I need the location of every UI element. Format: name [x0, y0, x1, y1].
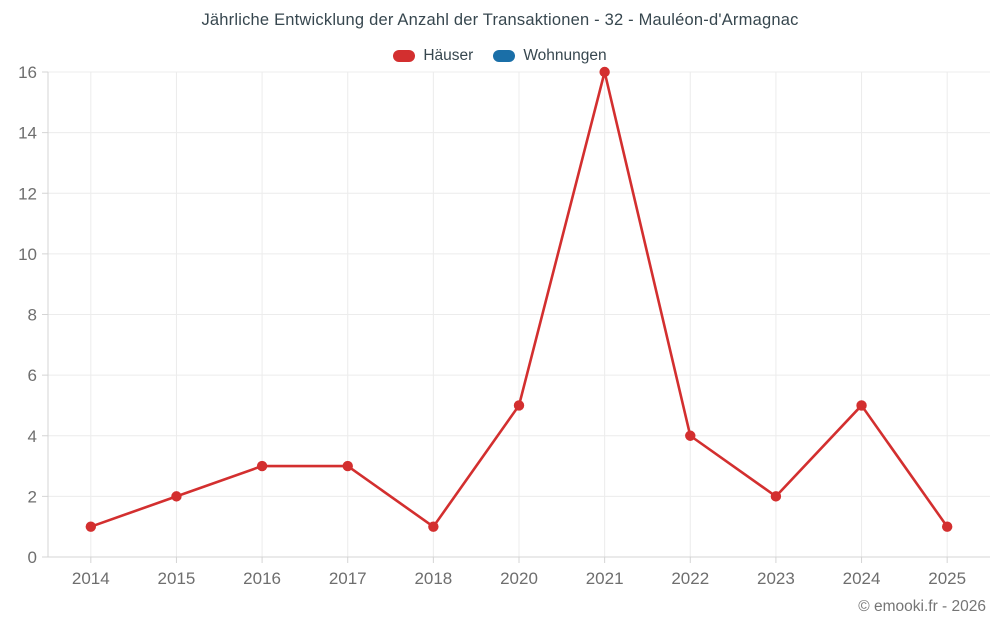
- x-tick-label: 2025: [928, 569, 966, 588]
- y-tick-label: 8: [28, 306, 37, 325]
- data-point[interactable]: [342, 460, 353, 472]
- y-tick-label: 12: [18, 184, 37, 203]
- legend-swatch-haeuser-icon: [393, 50, 416, 62]
- x-tick-label: 2020: [500, 569, 538, 588]
- footer-credit: © emooki.fr - 2026: [858, 598, 986, 615]
- legend-swatch-wohnungen-icon: [493, 50, 516, 62]
- x-tick-label: 2021: [586, 569, 624, 588]
- data-point[interactable]: [428, 521, 439, 532]
- x-tick-label: 2024: [843, 569, 881, 588]
- legend-label-wohnungen[interactable]: Wohnungen: [523, 47, 607, 64]
- data-point[interactable]: [599, 66, 610, 78]
- y-tick-label: 4: [28, 427, 37, 446]
- legend-item-haeuser[interactable]: Häuser: [393, 47, 473, 65]
- chart-title: Jährliche Entwicklung der Anzahl der Tra…: [201, 11, 799, 29]
- x-tick-label: 2015: [158, 569, 196, 588]
- x-tick-label: 2016: [243, 569, 281, 588]
- y-tick-label: 0: [28, 548, 37, 567]
- data-point[interactable]: [171, 491, 182, 502]
- legend-item-wohnungen[interactable]: Wohnungen: [493, 47, 607, 65]
- x-tick-label: 2014: [72, 569, 110, 588]
- x-tick-label: 2018: [414, 569, 452, 588]
- data-point[interactable]: [513, 400, 525, 411]
- data-point[interactable]: [685, 430, 696, 441]
- data-point[interactable]: [856, 400, 867, 411]
- data-point[interactable]: [770, 491, 782, 502]
- x-tick-label: 2017: [329, 569, 367, 588]
- x-tick-label: 2023: [757, 569, 795, 588]
- y-tick-label: 16: [18, 63, 37, 82]
- y-tick-label: 6: [28, 366, 37, 385]
- data-point[interactable]: [85, 521, 97, 532]
- y-tick-label: 10: [18, 245, 37, 264]
- y-tick-label: 14: [18, 124, 37, 143]
- y-tick-label: 2: [28, 487, 37, 506]
- data-point[interactable]: [941, 521, 953, 532]
- legend: Häuser Wohnungen: [0, 47, 1000, 65]
- legend-label-haeuser[interactable]: Häuser: [423, 47, 474, 64]
- x-tick-label: 2022: [671, 569, 709, 588]
- data-point[interactable]: [256, 460, 268, 472]
